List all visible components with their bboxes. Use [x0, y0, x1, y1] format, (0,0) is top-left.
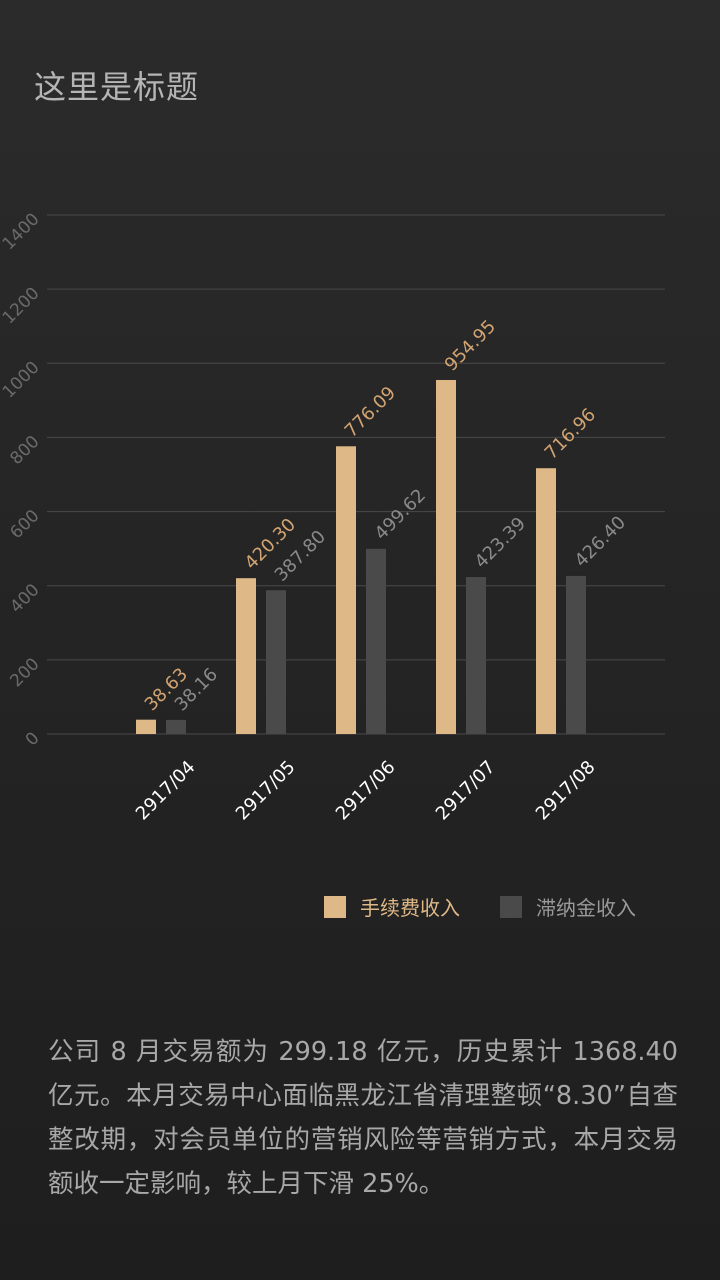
y-tick-label: 600 — [6, 506, 43, 543]
data-label-fee: 954.95 — [441, 316, 500, 375]
y-tick-label: 0 — [22, 728, 44, 750]
y-tick-label: 400 — [6, 580, 43, 617]
bar-late — [266, 590, 286, 734]
legend-item-fee[interactable]: 手续费收入 — [324, 892, 460, 921]
legend-item-late[interactable]: 滞纳金收入 — [500, 892, 636, 921]
bar-fee — [436, 379, 456, 734]
legend-swatch-late — [500, 895, 522, 918]
data-label-late: 426.40 — [571, 512, 630, 571]
data-label-late: 499.62 — [371, 485, 430, 544]
x-tick-label: 2917/06 — [332, 757, 400, 825]
bar-late — [366, 548, 386, 734]
data-label-late: 423.39 — [471, 513, 530, 572]
x-tick-label: 2917/08 — [532, 757, 600, 825]
y-tick-label: 1400 — [0, 209, 44, 254]
data-label-fee: 776.09 — [341, 382, 400, 441]
bar-late — [566, 575, 586, 734]
x-tick-label: 2917/04 — [132, 757, 200, 825]
bar-fee — [536, 468, 556, 734]
y-tick-label: 800 — [6, 432, 43, 469]
bar-fee — [236, 578, 256, 734]
bar-late — [466, 577, 486, 734]
legend-swatch-fee — [324, 895, 346, 918]
chart-legend: 手续费收入 滞纳金收入 — [0, 892, 720, 924]
x-tick-label: 2917/07 — [432, 757, 500, 825]
legend-label-late: 滞纳金收入 — [536, 896, 636, 920]
bar-fee — [136, 719, 156, 734]
y-tick-label: 1000 — [0, 358, 44, 403]
legend-label-fee: 手续费收入 — [360, 896, 460, 920]
bar-late — [166, 719, 186, 734]
summary-text: 公司 8 月交易额为 299.18 亿元，历史累计 1368.40 亿元。本月交… — [48, 1037, 678, 1199]
data-label-fee: 716.96 — [541, 404, 600, 463]
bar-chart: 020040060080010001200140038.6338.162917/… — [0, 209, 665, 825]
bar-fee — [336, 446, 356, 734]
y-tick-label: 200 — [6, 654, 43, 691]
y-tick-label: 1200 — [0, 284, 44, 329]
page-title: 这里是标题 — [34, 68, 200, 106]
x-tick-label: 2917/05 — [232, 757, 300, 825]
